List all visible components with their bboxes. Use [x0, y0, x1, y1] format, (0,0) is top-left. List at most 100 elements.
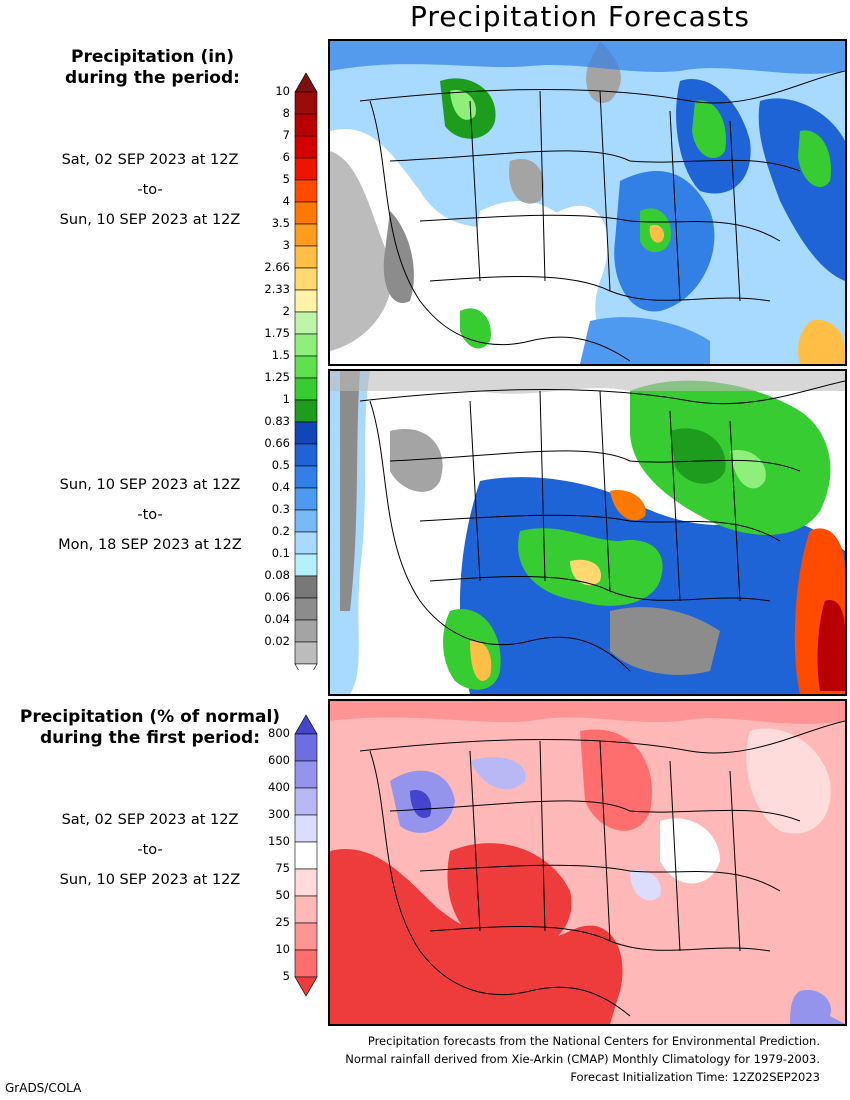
- period2-start: Sun, 10 SEP 2023 at 12Z: [59, 477, 241, 493]
- pct-colorbar-swatch: [294, 787, 318, 816]
- precip-colorbar-swatch: [294, 509, 318, 533]
- precip-colorbar-tick-label: 6: [282, 150, 290, 164]
- pct-colorbar-tick-label: 50: [275, 888, 290, 902]
- precip-colorbar-swatch: [294, 641, 318, 665]
- precip-colorbar-swatch: [294, 465, 318, 489]
- precip-colorbar-swatch: [294, 135, 318, 159]
- map-panel-period2: [328, 369, 847, 696]
- precip-colorbar-swatch: [294, 157, 318, 181]
- footer-line1: Precipitation forecasts from the Nationa…: [367, 1034, 820, 1048]
- precip-colorbar-swatch: [294, 553, 318, 577]
- precip-legend-heading-line1: Precipitation (in): [71, 47, 234, 67]
- precip-colorbar-max-triangle: [294, 72, 318, 93]
- precip-colorbar-swatch: [294, 113, 318, 137]
- page-title: Precipitation Forecasts: [410, 0, 750, 33]
- precip-colorbar-swatch: [294, 575, 318, 599]
- pct-colorbar-tick-label: 150: [268, 834, 290, 848]
- pct-colorbar-swatch: [294, 895, 318, 924]
- precip-legend-heading: Precipitation (in) during the period:: [40, 47, 265, 89]
- pct-colorbar-swatch: [294, 841, 318, 870]
- precip-colorbar-swatch: [294, 311, 318, 335]
- precip-colorbar-tick-label: 1.75: [264, 326, 290, 340]
- precip-colorbar-swatch: [294, 179, 318, 203]
- precip-colorbar-tick-label: 8: [282, 106, 290, 120]
- pct-colorbar-max-triangle: [294, 714, 318, 735]
- pct-colorbar-tick-label: 600: [268, 753, 290, 767]
- precip-colorbar-tick-label: 2.33: [264, 282, 290, 296]
- precip-colorbar-swatch: [294, 399, 318, 423]
- pct-colorbar-swatch: [294, 922, 318, 951]
- precip-colorbar-tick-label: 7: [282, 128, 290, 142]
- precip-colorbar-tick-label: 0.04: [264, 612, 290, 626]
- precip-colorbar-swatch: [294, 223, 318, 247]
- precip-colorbar-swatch: [294, 245, 318, 269]
- precip-colorbar-swatch: [294, 487, 318, 511]
- footer-line2: Normal rainfall derived from Xie-Arkin (…: [345, 1052, 820, 1066]
- precip-colorbar-tick-label: 1.25: [264, 370, 290, 384]
- precip-colorbar-tick-label: 0.1: [271, 546, 290, 560]
- precip-colorbar-swatch: [294, 421, 318, 445]
- precip-colorbar-tick-label: 0.08: [264, 568, 290, 582]
- period3-to: -to-: [137, 842, 163, 858]
- pct-normal-map: [330, 701, 845, 1024]
- precip-colorbar-min-triangle: [294, 663, 318, 670]
- precip-map-period2: [330, 371, 845, 694]
- precip-colorbar-tick-label: 10: [275, 84, 290, 98]
- precip-colorbar-tick-label: 5: [282, 172, 290, 186]
- precip-colorbar-swatch: [294, 597, 318, 621]
- period2-to: -to-: [137, 507, 163, 523]
- precip-colorbar-tick-label: 3: [282, 238, 290, 252]
- precip-legend-heading-line2: during the period:: [65, 68, 240, 88]
- precip-colorbar-swatch: [294, 91, 318, 115]
- pct-colorbar-tick-label: 400: [268, 780, 290, 794]
- pct-colorbar-swatch: [294, 868, 318, 897]
- period1-to: -to-: [137, 182, 163, 198]
- precip-colorbar-tick-label: 3.5: [271, 216, 290, 230]
- pct-legend-heading-line1: Precipitation (% of normal): [19, 707, 281, 727]
- pct-colorbar-tick-label: 25: [275, 915, 290, 929]
- period1-end: Sun, 10 SEP 2023 at 12Z: [59, 212, 241, 228]
- footer-line3: Forecast Initialization Time: 12Z02SEP20…: [570, 1070, 820, 1084]
- period3-start: Sat, 02 SEP 2023 at 12Z: [61, 812, 239, 828]
- precip-colorbar-tick-label: 0.02: [264, 634, 290, 648]
- precip-colorbar-tick-label: 0.06: [264, 590, 290, 604]
- precip-colorbar-swatch: [294, 267, 318, 291]
- footer-notes: Precipitation forecasts from the Nationa…: [200, 1032, 820, 1086]
- credit-text: GrADS/COLA: [5, 1081, 82, 1095]
- pct-colorbar-tick-label: 800: [268, 726, 290, 740]
- pct-legend-heading: Precipitation (% of normal) during the f…: [10, 707, 290, 749]
- map-panel-pct-normal: [328, 699, 847, 1026]
- pct-colorbar-tick-label: 75: [275, 861, 290, 875]
- pct-colorbar-tick-label: 300: [268, 807, 290, 821]
- precip-colorbar-swatch: [294, 333, 318, 357]
- period2-end: Mon, 18 SEP 2023 at 12Z: [58, 537, 242, 553]
- precip-colorbar-swatch: [294, 377, 318, 401]
- precip-colorbar-swatch: [294, 355, 318, 379]
- precip-map-period1: [330, 41, 845, 364]
- pct-colorbar: [294, 714, 318, 997]
- period1-start: Sat, 02 SEP 2023 at 12Z: [61, 152, 239, 168]
- precip-colorbar: [294, 72, 318, 670]
- precip-colorbar-tick-label: 4: [282, 194, 290, 208]
- pct-colorbar-swatch: [294, 814, 318, 843]
- map-panel-period1: [328, 39, 847, 366]
- precip-colorbar-tick-label: 1: [282, 392, 290, 406]
- precip-colorbar-tick-label: 0.83: [264, 414, 290, 428]
- pct-colorbar-tick-label: 5: [282, 969, 290, 983]
- pct-colorbar-swatch: [294, 760, 318, 789]
- precip-colorbar-swatch: [294, 619, 318, 643]
- precip-colorbar-tick-label: 2: [282, 304, 290, 318]
- precip-colorbar-tick-label: 1.5: [271, 348, 290, 362]
- period3-end: Sun, 10 SEP 2023 at 12Z: [59, 872, 241, 888]
- precip-colorbar-tick-label: 0.2: [271, 524, 290, 538]
- precip-colorbar-tick-label: 0.5: [271, 458, 290, 472]
- precip-colorbar-swatch: [294, 201, 318, 225]
- pct-colorbar-tick-label: 10: [275, 942, 290, 956]
- precip-colorbar-swatch: [294, 289, 318, 313]
- pct-colorbar-swatch: [294, 733, 318, 762]
- pct-colorbar-swatch: [294, 949, 318, 978]
- pct-legend-heading-line2: during the first period:: [39, 728, 261, 748]
- precip-colorbar-swatch: [294, 531, 318, 555]
- pct-colorbar-min-triangle: [294, 976, 318, 997]
- precip-colorbar-tick-label: 0.3: [271, 502, 290, 516]
